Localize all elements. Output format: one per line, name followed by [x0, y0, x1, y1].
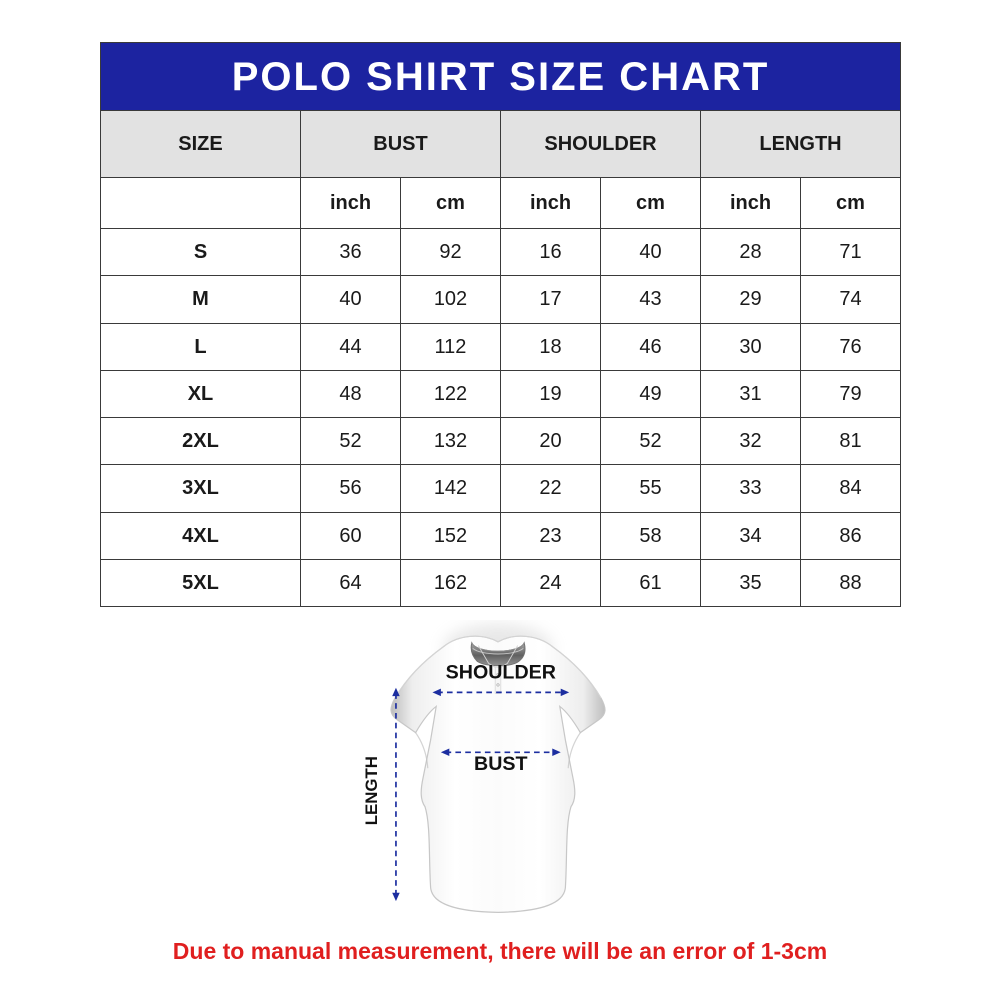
svg-text:LENGTH: LENGTH — [362, 756, 381, 825]
svg-text:BUST: BUST — [474, 753, 528, 775]
svg-text:SHOULDER: SHOULDER — [446, 661, 556, 683]
